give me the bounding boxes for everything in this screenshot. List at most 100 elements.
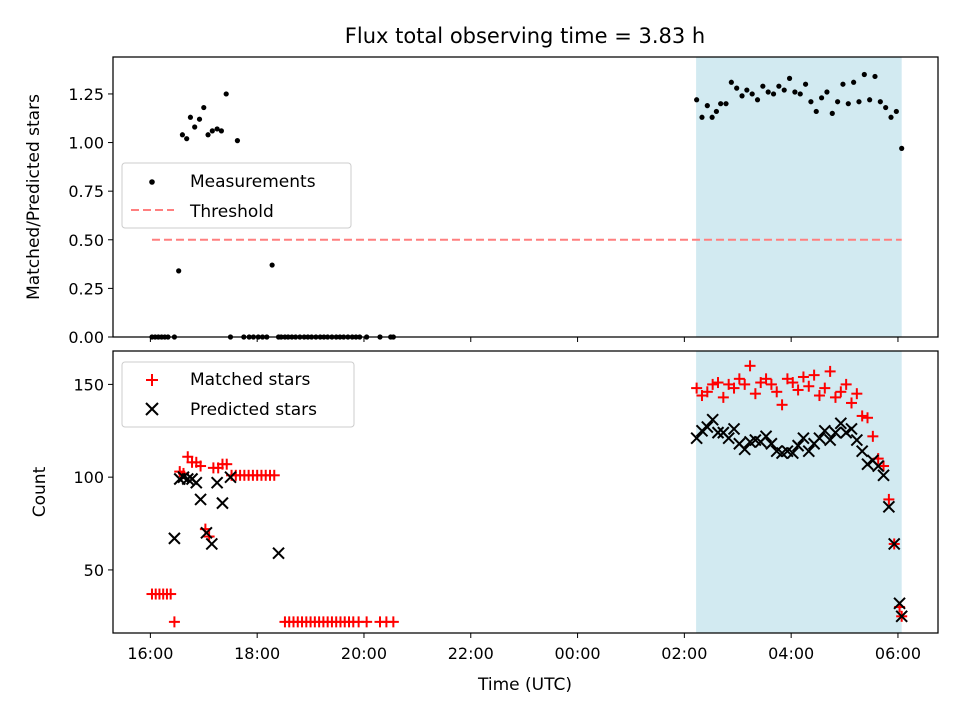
y-tick-label: 0.25 xyxy=(68,279,104,298)
predicted-point xyxy=(759,430,773,443)
top-panel: 0.00 0.25 0.50 0.75 1.00 1.25 Matched/Predict… xyxy=(24,56,939,347)
predicted-point xyxy=(877,469,890,482)
predicted-point-b xyxy=(839,426,853,439)
y-tick-label: 0.00 xyxy=(68,328,104,347)
x-tick-label: 20:00 xyxy=(341,644,387,663)
measurement-point xyxy=(877,99,883,105)
predicted-point xyxy=(765,437,778,450)
predicted-point-b xyxy=(802,444,815,458)
matched-point xyxy=(712,377,724,389)
measurement-point xyxy=(214,126,220,132)
bottom-plot-area xyxy=(146,351,908,633)
top-legend: Measurements Threshold xyxy=(121,162,352,229)
top-plot-area xyxy=(149,57,905,340)
measurement-point xyxy=(792,89,798,95)
predicted-point-b xyxy=(829,426,842,439)
matched-point xyxy=(195,460,207,472)
predicted-point xyxy=(695,424,709,437)
measurement-point xyxy=(776,83,782,89)
measurement-point xyxy=(786,75,793,81)
measurement-point xyxy=(840,81,846,87)
measurement-point xyxy=(739,93,745,99)
legend-matched-label: Matched stars xyxy=(190,370,310,390)
predicted-point-b xyxy=(871,459,885,473)
predicted-point-b xyxy=(706,413,719,426)
measurement-point xyxy=(223,91,229,97)
x-tick-label: 18:00 xyxy=(234,644,280,663)
matched-point xyxy=(862,412,874,424)
matched-point xyxy=(749,388,761,400)
measurement-point xyxy=(899,145,905,151)
matched-point xyxy=(691,382,703,394)
predicted-point-b xyxy=(727,422,741,436)
predicted-point xyxy=(893,597,906,610)
predicted-point-b xyxy=(834,417,848,430)
predicted-point-b xyxy=(759,430,773,443)
y-tick-label: 1.00 xyxy=(68,134,104,153)
matched-point xyxy=(707,378,719,390)
matched-point xyxy=(717,391,729,403)
matched-point xyxy=(776,399,788,411)
matched-point xyxy=(728,382,740,394)
predicted-point xyxy=(791,439,805,452)
measurement-point xyxy=(234,138,241,144)
predicted-point xyxy=(797,431,810,445)
measurement-point xyxy=(835,99,841,105)
predicted-point xyxy=(834,417,848,430)
measurement-point xyxy=(867,97,873,103)
measurement-point xyxy=(184,136,190,142)
matched-point xyxy=(787,377,799,389)
predicted-point xyxy=(871,459,885,473)
predicted-point-b xyxy=(701,420,714,434)
predicted-point-b xyxy=(765,437,778,450)
matched-point xyxy=(387,616,399,628)
chart-title: Flux total observing time = 3.83 h xyxy=(345,24,705,48)
legend-measurements-label: Measurements xyxy=(190,172,316,192)
bottom-y-axis-label: Count xyxy=(30,466,50,517)
measurement-point xyxy=(709,114,715,120)
measurement-point xyxy=(818,95,825,101)
predicted-point xyxy=(272,547,285,560)
measurement-point xyxy=(734,85,740,91)
measurement-point xyxy=(744,87,750,93)
measurement-point xyxy=(187,114,194,120)
measurement-point xyxy=(851,79,857,85)
measurement-point xyxy=(196,116,203,122)
predicted-point-b xyxy=(695,424,709,437)
predicted-point xyxy=(727,422,741,436)
predicted-point xyxy=(895,610,908,623)
matched-point xyxy=(744,360,756,372)
predicted-point xyxy=(813,431,826,445)
legend-measurements-marker xyxy=(149,179,155,185)
predicted-point xyxy=(818,424,832,437)
predicted-point xyxy=(210,476,224,489)
top-legend-box xyxy=(121,162,352,229)
matched-point xyxy=(361,616,373,628)
bottom-axes-frame xyxy=(112,350,939,634)
top-y-axis-label: Matched/Predicted stars xyxy=(24,94,44,300)
predicted-point-b xyxy=(749,433,762,447)
matched-point xyxy=(819,382,831,394)
predicted-point xyxy=(850,433,864,447)
matched-point xyxy=(851,388,863,400)
measurement-point xyxy=(765,89,771,95)
predicted-point-b xyxy=(711,426,725,439)
x-tick-label: 22:00 xyxy=(448,644,494,663)
predicted-point-b xyxy=(781,444,794,458)
predicted-point-b xyxy=(738,443,751,456)
matched-point xyxy=(771,386,783,398)
matched-point xyxy=(792,384,804,396)
measurement-point xyxy=(218,128,224,134)
y-tick-label: 0.75 xyxy=(68,182,104,201)
matched-point xyxy=(840,378,852,390)
matched-point xyxy=(845,397,857,409)
predicted-point-b xyxy=(224,470,237,484)
measurement-point xyxy=(749,91,755,97)
predicted-point-b xyxy=(813,431,826,445)
predicted-point xyxy=(839,426,853,439)
measurement-point xyxy=(209,128,215,134)
legend-threshold-label: Threshold xyxy=(189,202,274,222)
measurement-point xyxy=(205,132,211,138)
matched-point xyxy=(824,365,836,377)
predicted-point xyxy=(823,433,837,447)
